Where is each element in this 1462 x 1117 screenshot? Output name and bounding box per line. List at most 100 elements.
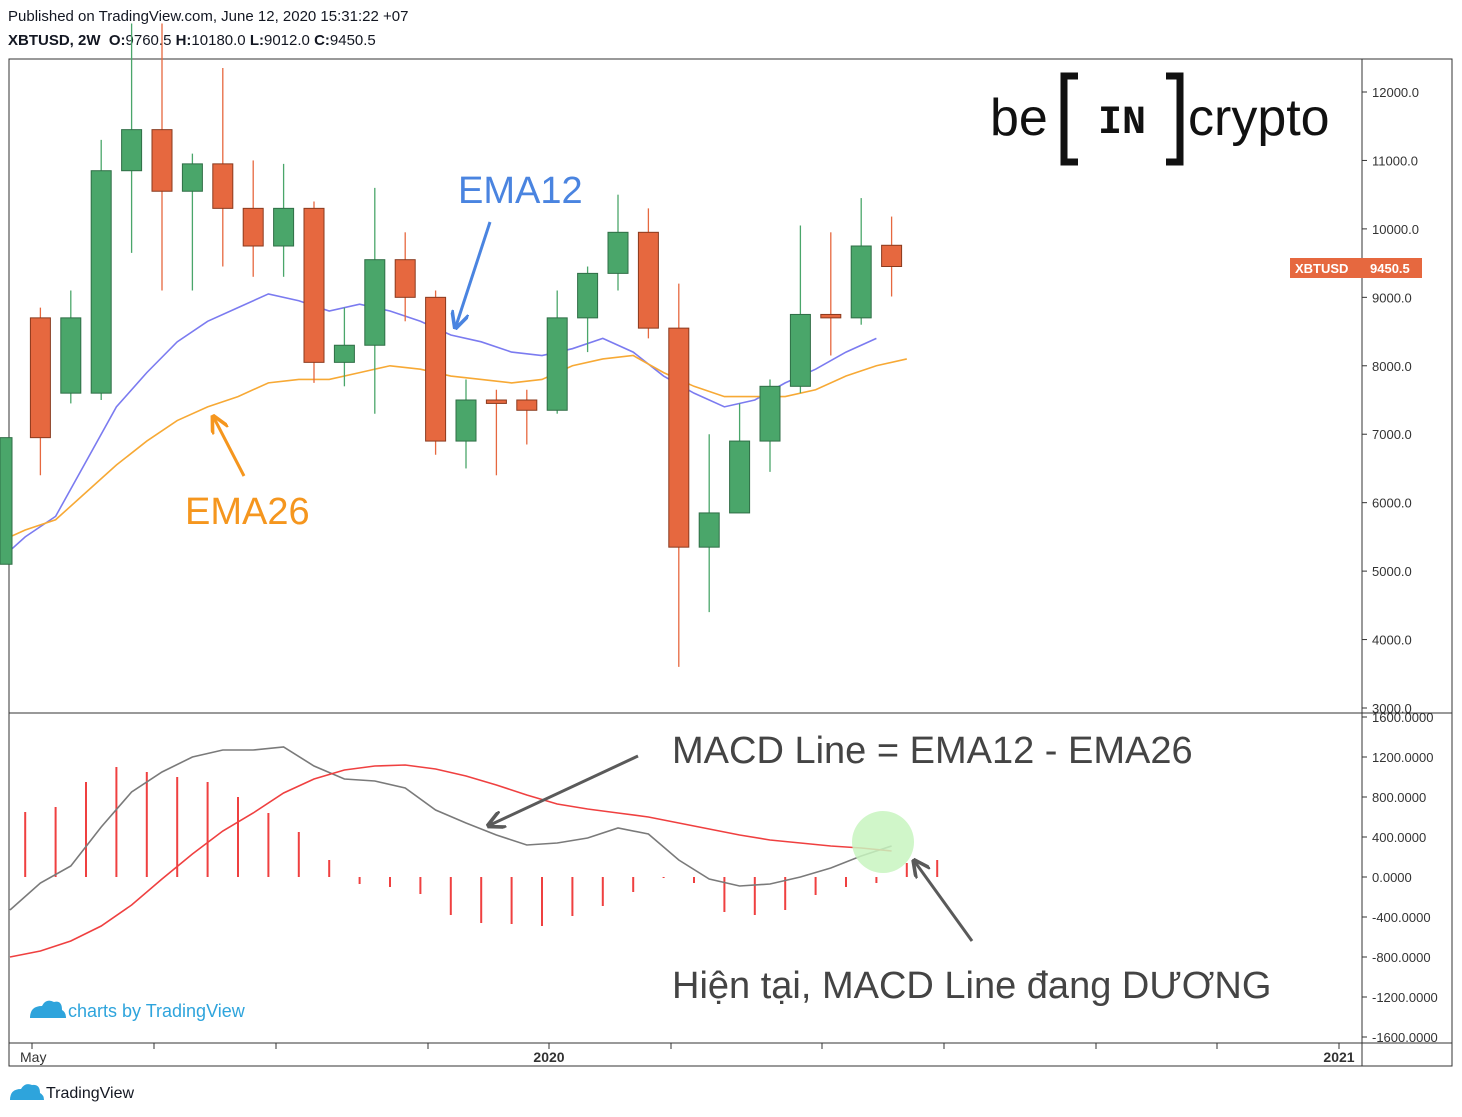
candle-body	[546, 317, 568, 411]
macd-formula-annotation: MACD Line = EMA12 - EMA26	[672, 730, 1193, 772]
highlight-circle	[852, 811, 914, 873]
candle	[607, 194, 629, 291]
price-axis[interactable]: 12000.0 11000.0 10000.0 9000.0 8000.0 7000.0 6…	[1362, 85, 1419, 716]
cloud-icon	[30, 1000, 66, 1018]
macd-tick-label: 400.0000	[1372, 830, 1426, 845]
time-tick-label: 2020	[533, 1049, 564, 1065]
candle-body	[850, 245, 872, 319]
candle-body	[607, 231, 629, 274]
candle	[121, 23, 143, 253]
macd-tick-label: 800.0000	[1372, 790, 1426, 805]
candle	[242, 160, 264, 277]
candle	[181, 153, 203, 291]
candle-body	[881, 244, 903, 267]
candle	[881, 216, 903, 297]
candle	[60, 290, 82, 404]
candle-body	[485, 399, 507, 404]
time-tick-label: 2021	[1323, 1049, 1354, 1065]
signal-line	[9, 764, 892, 958]
macd-histogram	[24, 767, 939, 926]
macd-formula-arrow	[490, 754, 639, 825]
candle-body	[516, 399, 538, 411]
time-tick-label: May	[20, 1049, 46, 1065]
high-value: 10180.0	[191, 32, 246, 49]
candle-body	[820, 313, 842, 319]
macd-tick-label: 1200.0000	[1372, 750, 1433, 765]
candle	[90, 139, 112, 400]
open-label: O:	[108, 32, 126, 49]
candle	[394, 232, 416, 322]
logo-right-text: crypto	[1188, 89, 1330, 147]
macd-status-arrow	[915, 862, 974, 942]
price-tick-label: 5000.0	[1372, 564, 1412, 579]
candle-body	[303, 207, 325, 363]
candle-body-partial	[0, 437, 13, 565]
macd-tick-label: -800.0000	[1372, 950, 1431, 965]
footer-brand-text: TradingView	[46, 1085, 134, 1102]
published-line: Published on TradingView.com, June 12, 2…	[8, 8, 409, 25]
candle-body	[577, 272, 599, 319]
ema26-arrow	[214, 418, 246, 477]
candle-body	[212, 163, 234, 209]
tradingview-watermark[interactable]: charts by TradingView	[30, 1000, 246, 1021]
high-label: H:	[175, 32, 192, 49]
macd-tick-label: 0.0000	[1372, 870, 1412, 885]
candle	[273, 163, 295, 277]
footer-brand[interactable]: TradingView	[10, 1084, 134, 1102]
candle-body	[789, 313, 811, 387]
candle	[729, 403, 751, 514]
candle-body	[29, 317, 51, 439]
time-axis[interactable]: May 2020 2021	[20, 1043, 1355, 1065]
candle	[577, 266, 599, 353]
candle	[212, 68, 234, 267]
price-tick-label: 7000.0	[1372, 427, 1412, 442]
candle-body	[637, 231, 659, 329]
price-tick-label: 4000.0	[1372, 633, 1412, 648]
macd-tick-label: -400.0000	[1372, 910, 1431, 925]
price-tick-label: 8000.0	[1372, 359, 1412, 374]
candle-body	[90, 170, 112, 394]
chart-frame	[8, 58, 1453, 1067]
macd-tick-label: 1600.0000	[1372, 710, 1433, 725]
candle-body	[181, 163, 203, 192]
candle	[425, 290, 447, 455]
tradingview-cloud-icon	[10, 1084, 44, 1100]
macd-axis[interactable]: 1600.0000 1200.0000 800.0000 400.0000 0.0000…	[1362, 710, 1438, 1045]
price-tick-label: 3000.0	[1372, 701, 1412, 716]
low-label: L:	[249, 32, 264, 49]
close-label: C:	[314, 32, 330, 49]
candle	[668, 283, 690, 667]
candle-body	[364, 259, 386, 346]
ema26-line	[0, 354, 907, 543]
candle	[303, 201, 325, 383]
macd-lines	[9, 746, 892, 958]
candle	[333, 307, 355, 387]
close-value: 9450.5	[329, 32, 376, 49]
candle-body	[121, 129, 143, 172]
candle-body	[242, 207, 264, 247]
candle	[455, 379, 477, 469]
candle	[151, 23, 173, 291]
candle-body	[729, 440, 751, 514]
price-tag-symbol: XBTUSD	[1295, 261, 1348, 276]
symbol-timeframe[interactable]: XBTUSD, 2W	[8, 32, 101, 49]
open-value: 9760.5	[125, 32, 172, 49]
watermark-text: charts by TradingView	[68, 1001, 246, 1021]
candle-body	[394, 259, 416, 298]
candle-body	[273, 207, 295, 247]
candles	[0, 23, 903, 667]
ema26-annotation: EMA26	[185, 491, 310, 533]
candle	[820, 232, 842, 356]
ohlc-legend: XBTUSD, 2W O:9760.5 H:10180.0 L:9012.0 C…	[8, 32, 376, 49]
macd-line	[9, 746, 892, 911]
logo-left-text: be	[990, 89, 1048, 147]
ema12-annotation: EMA12	[458, 170, 583, 212]
macd-status-annotation: Hiện tại, MACD Line đang DƯƠNG	[672, 965, 1271, 1007]
macd-tick-label: -1200.0000	[1372, 990, 1438, 1005]
logo-mid-text: IN	[1098, 101, 1146, 146]
price-tick-label: 12000.0	[1372, 85, 1419, 100]
candle-body	[759, 385, 781, 442]
candle	[485, 389, 507, 476]
candle-body	[151, 129, 173, 192]
